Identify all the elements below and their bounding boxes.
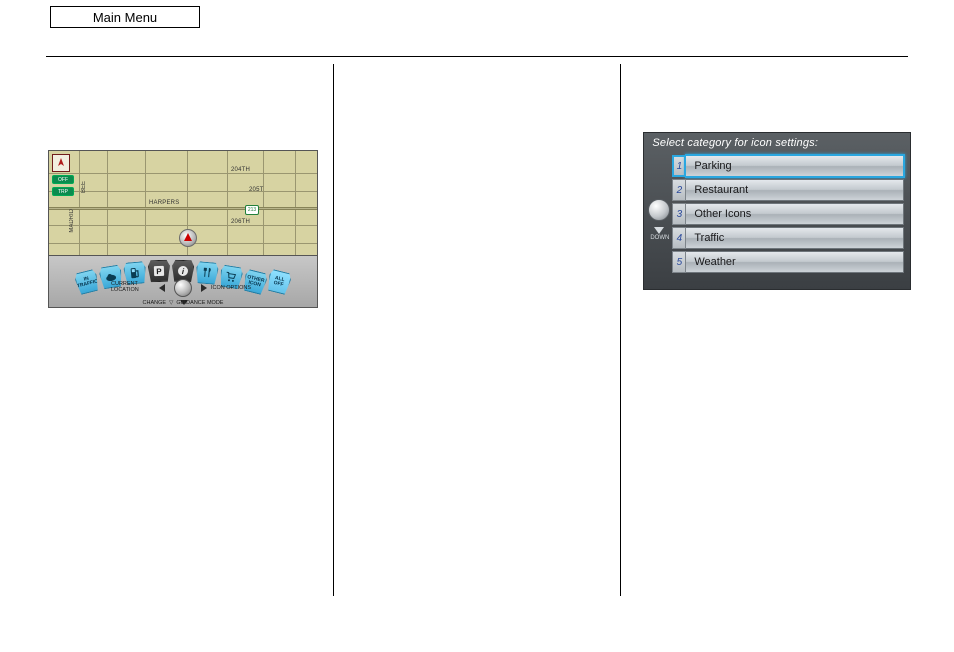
column-left: HARPERS 204TH 205T 206TH MADRID BEE OFF …	[46, 64, 333, 596]
jog-label-bottom-r: GUIDANCE MODE	[176, 300, 223, 306]
info-icon: i	[177, 265, 189, 277]
map-street-bee: BEE	[81, 181, 87, 193]
main-menu-label: Main Menu	[93, 10, 157, 25]
fork-knife-icon	[200, 266, 213, 279]
settings-row-label: Traffic	[686, 227, 904, 249]
parking-icon: P	[153, 265, 165, 277]
map-street-madrid: MADRID	[69, 209, 75, 233]
highway-shield-label: 213	[248, 207, 256, 213]
shopping-cart-icon	[224, 270, 238, 284]
badge-trp: TRP	[52, 187, 74, 196]
settings-row[interactable]: 5Weather	[672, 251, 904, 273]
badge-off-label: OFF	[58, 177, 68, 183]
settings-row-number: 1	[672, 155, 686, 177]
settings-row-number: 2	[672, 179, 686, 201]
map-road-h	[49, 225, 317, 226]
down-label: DOWN	[650, 235, 668, 241]
iconbar-alloff-label: ALL OFF	[269, 275, 289, 289]
nav-map-screenshot: HARPERS 204TH 205T 206TH MADRID BEE OFF …	[48, 150, 318, 308]
map-main-road	[49, 207, 317, 210]
icon-settings-title: Select category for icon settings:	[644, 133, 910, 151]
column-right: Select category for icon settings: DOWN …	[621, 64, 908, 596]
map-street-harpers: HARPERS	[149, 200, 179, 206]
map-road-h	[49, 191, 317, 192]
settings-row-label: Restaurant	[686, 179, 904, 201]
jog-label-bottom: CHANGE ▽ GUIDANCE MODE	[143, 300, 224, 306]
content-columns: HARPERS 204TH 205T 206TH MADRID BEE OFF …	[46, 64, 908, 596]
down-arrow-icon	[654, 227, 664, 234]
vehicle-cursor-icon	[179, 229, 197, 247]
map-street-206: 206TH	[231, 219, 250, 225]
settings-down-indicator: DOWN	[650, 227, 668, 241]
iconbar-parking-button[interactable]: P	[148, 260, 171, 283]
badge-trp-label: TRP	[58, 189, 68, 195]
settings-row[interactable]: 4Traffic	[672, 227, 904, 249]
settings-list: 1Parking2Restaurant3Other Icons4Traffic5…	[672, 155, 904, 283]
iconbar: IN TRAFFIC P i OTHER	[67, 247, 299, 283]
settings-row-number: 5	[672, 251, 686, 273]
settings-row-number: 3	[672, 203, 686, 225]
settings-row[interactable]: 1Parking	[672, 155, 904, 177]
main-menu-box: Main Menu	[50, 6, 200, 28]
badge-off: OFF	[52, 175, 74, 184]
settings-dial[interactable]	[648, 199, 670, 221]
jog-dial[interactable]	[174, 279, 192, 297]
settings-row-label: Other Icons	[686, 203, 904, 225]
iconbar-traffic-label: IN TRAFFIC	[75, 275, 98, 290]
jog-arrow-left-icon	[159, 284, 165, 292]
jog-arrow-right-icon	[201, 284, 207, 292]
svg-text:P: P	[156, 267, 162, 276]
settings-row-label: Parking	[686, 155, 904, 177]
compass-icon	[52, 154, 70, 172]
jog-label-left: CURRENT LOCATION	[111, 281, 139, 293]
settings-row[interactable]: 3Other Icons	[672, 203, 904, 225]
settings-row[interactable]: 2Restaurant	[672, 179, 904, 201]
settings-row-label: Weather	[686, 251, 904, 273]
gas-pump-icon	[129, 267, 140, 280]
jog-label-bottom-l: CHANGE	[143, 300, 167, 306]
icon-settings-panel: Select category for icon settings: DOWN …	[643, 132, 911, 290]
jog-label-right: ICON OPTIONS	[211, 285, 251, 291]
header-rule	[46, 56, 908, 57]
jog-label-left-l2: LOCATION	[111, 287, 139, 293]
map-street-204: 204TH	[231, 167, 250, 173]
iconbar-restaurant-button[interactable]	[195, 261, 219, 285]
settings-row-number: 4	[672, 227, 686, 249]
column-middle	[334, 64, 621, 596]
map-street-205: 205T	[249, 187, 263, 193]
map-road-h	[49, 173, 317, 174]
highway-shield: 213	[245, 205, 259, 215]
